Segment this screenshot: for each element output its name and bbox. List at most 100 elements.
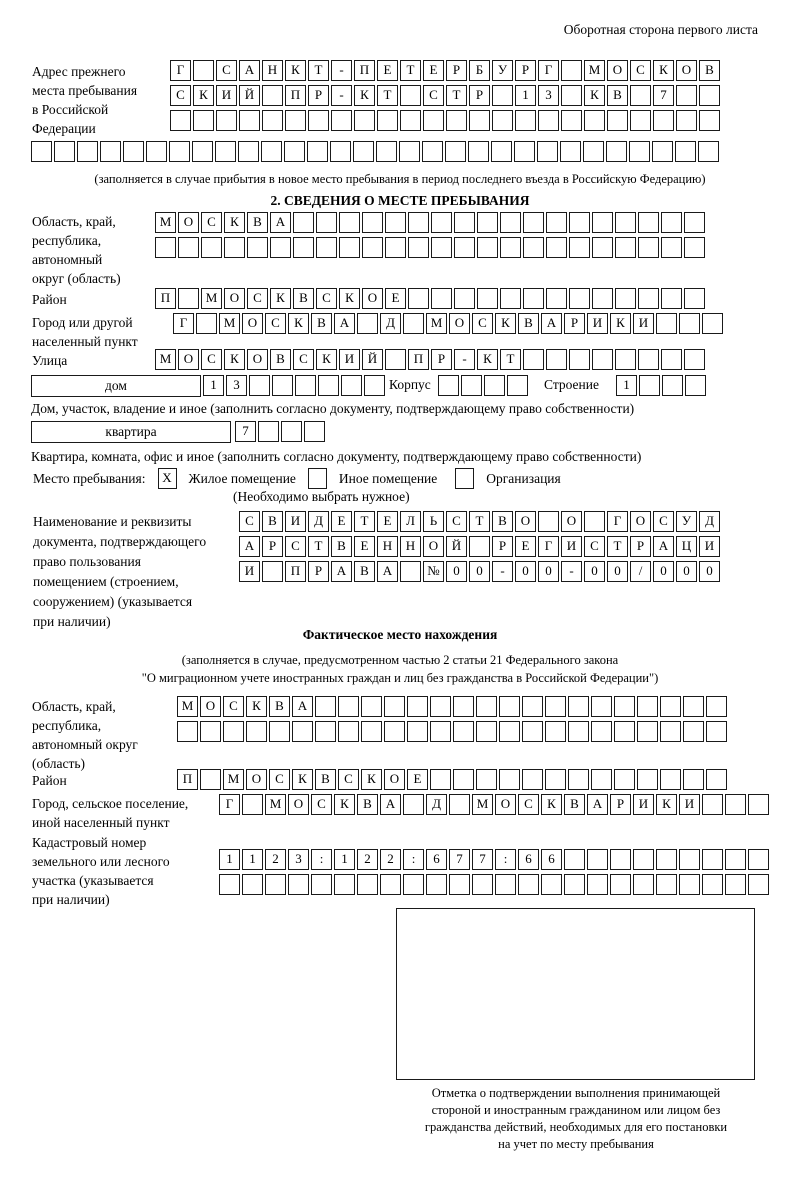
- char-cell[interactable]: 0: [653, 561, 674, 582]
- char-cell[interactable]: [660, 769, 681, 790]
- char-cell[interactable]: Р: [469, 85, 490, 106]
- char-cell[interactable]: 0: [584, 561, 605, 582]
- char-cell[interactable]: [242, 794, 263, 815]
- section3-region-row-2[interactable]: [177, 721, 727, 742]
- char-cell[interactable]: 3: [288, 849, 309, 870]
- char-cell[interactable]: О: [607, 60, 628, 81]
- char-cell[interactable]: [123, 141, 144, 162]
- char-cell[interactable]: [702, 849, 723, 870]
- char-cell[interactable]: [468, 141, 489, 162]
- char-cell[interactable]: А: [377, 561, 398, 582]
- char-cell[interactable]: [269, 721, 290, 742]
- char-cell[interactable]: Т: [308, 60, 329, 81]
- char-cell[interactable]: Г: [538, 60, 559, 81]
- char-cell[interactable]: [499, 769, 520, 790]
- char-cell[interactable]: [423, 110, 444, 131]
- char-cell[interactable]: -: [561, 561, 582, 582]
- char-cell[interactable]: [514, 141, 535, 162]
- char-cell[interactable]: А: [380, 794, 401, 815]
- char-cell[interactable]: [569, 349, 590, 370]
- char-cell[interactable]: [339, 212, 360, 233]
- char-cell[interactable]: [675, 141, 696, 162]
- char-cell[interactable]: [196, 313, 217, 334]
- char-cell[interactable]: К: [224, 212, 245, 233]
- char-cell[interactable]: [698, 141, 719, 162]
- char-cell[interactable]: [706, 696, 727, 717]
- char-cell[interactable]: [633, 849, 654, 870]
- char-cell[interactable]: [684, 288, 705, 309]
- char-cell[interactable]: [77, 141, 98, 162]
- char-cell[interactable]: В: [262, 511, 283, 532]
- char-cell[interactable]: [538, 110, 559, 131]
- char-cell[interactable]: [223, 721, 244, 742]
- char-cell[interactable]: [431, 212, 452, 233]
- char-cell[interactable]: Р: [446, 60, 467, 81]
- char-cell[interactable]: С: [584, 536, 605, 557]
- char-cell[interactable]: [272, 375, 293, 396]
- char-cell[interactable]: [583, 141, 604, 162]
- char-cell[interactable]: [454, 288, 475, 309]
- char-cell[interactable]: А: [587, 794, 608, 815]
- char-cell[interactable]: [177, 721, 198, 742]
- char-cell[interactable]: Е: [331, 511, 352, 532]
- char-cell[interactable]: [629, 141, 650, 162]
- stamp-box[interactable]: [396, 908, 755, 1080]
- char-cell[interactable]: М: [472, 794, 493, 815]
- char-cell[interactable]: [476, 721, 497, 742]
- char-cell[interactable]: 1: [616, 375, 637, 396]
- char-cell[interactable]: Р: [564, 313, 585, 334]
- char-cell[interactable]: Е: [354, 536, 375, 557]
- char-cell[interactable]: М: [223, 769, 244, 790]
- char-cell[interactable]: Е: [385, 288, 406, 309]
- char-cell[interactable]: И: [633, 794, 654, 815]
- char-cell[interactable]: [472, 874, 493, 895]
- char-cell[interactable]: П: [285, 561, 306, 582]
- char-cell[interactable]: [293, 237, 314, 258]
- char-cell[interactable]: [385, 212, 406, 233]
- char-cell[interactable]: [569, 212, 590, 233]
- char-cell[interactable]: :: [311, 849, 332, 870]
- char-cell[interactable]: [453, 696, 474, 717]
- char-cell[interactable]: И: [679, 794, 700, 815]
- char-cell[interactable]: Б: [469, 60, 490, 81]
- char-cell[interactable]: [330, 141, 351, 162]
- char-cell[interactable]: [702, 794, 723, 815]
- char-cell[interactable]: [408, 237, 429, 258]
- char-cell[interactable]: [193, 60, 214, 81]
- char-cell[interactable]: [702, 874, 723, 895]
- char-cell[interactable]: О: [423, 536, 444, 557]
- char-cell[interactable]: 7: [449, 849, 470, 870]
- char-cell[interactable]: 3: [226, 375, 247, 396]
- char-cell[interactable]: С: [423, 85, 444, 106]
- char-cell[interactable]: [430, 696, 451, 717]
- char-cell[interactable]: А: [239, 60, 260, 81]
- char-cell[interactable]: [318, 375, 339, 396]
- char-cell[interactable]: [606, 141, 627, 162]
- char-cell[interactable]: [454, 212, 475, 233]
- char-cell[interactable]: Р: [308, 85, 329, 106]
- char-cell[interactable]: К: [292, 769, 313, 790]
- char-cell[interactable]: С: [285, 536, 306, 557]
- char-cell[interactable]: 0: [538, 561, 559, 582]
- char-cell[interactable]: [361, 696, 382, 717]
- char-cell[interactable]: [587, 874, 608, 895]
- char-cell[interactable]: [637, 769, 658, 790]
- cadastral-row-2[interactable]: [219, 874, 769, 895]
- char-cell[interactable]: [607, 110, 628, 131]
- char-cell[interactable]: А: [292, 696, 313, 717]
- char-cell[interactable]: С: [201, 212, 222, 233]
- char-cell[interactable]: С: [265, 313, 286, 334]
- char-cell[interactable]: И: [216, 85, 237, 106]
- char-cell[interactable]: В: [699, 60, 720, 81]
- char-cell[interactable]: [492, 110, 513, 131]
- char-cell[interactable]: /: [630, 561, 651, 582]
- char-cell[interactable]: [495, 874, 516, 895]
- char-cell[interactable]: С: [170, 85, 191, 106]
- char-cell[interactable]: [500, 288, 521, 309]
- char-cell[interactable]: С: [269, 769, 290, 790]
- char-cell[interactable]: К: [361, 769, 382, 790]
- char-cell[interactable]: [403, 313, 424, 334]
- char-cell[interactable]: [403, 794, 424, 815]
